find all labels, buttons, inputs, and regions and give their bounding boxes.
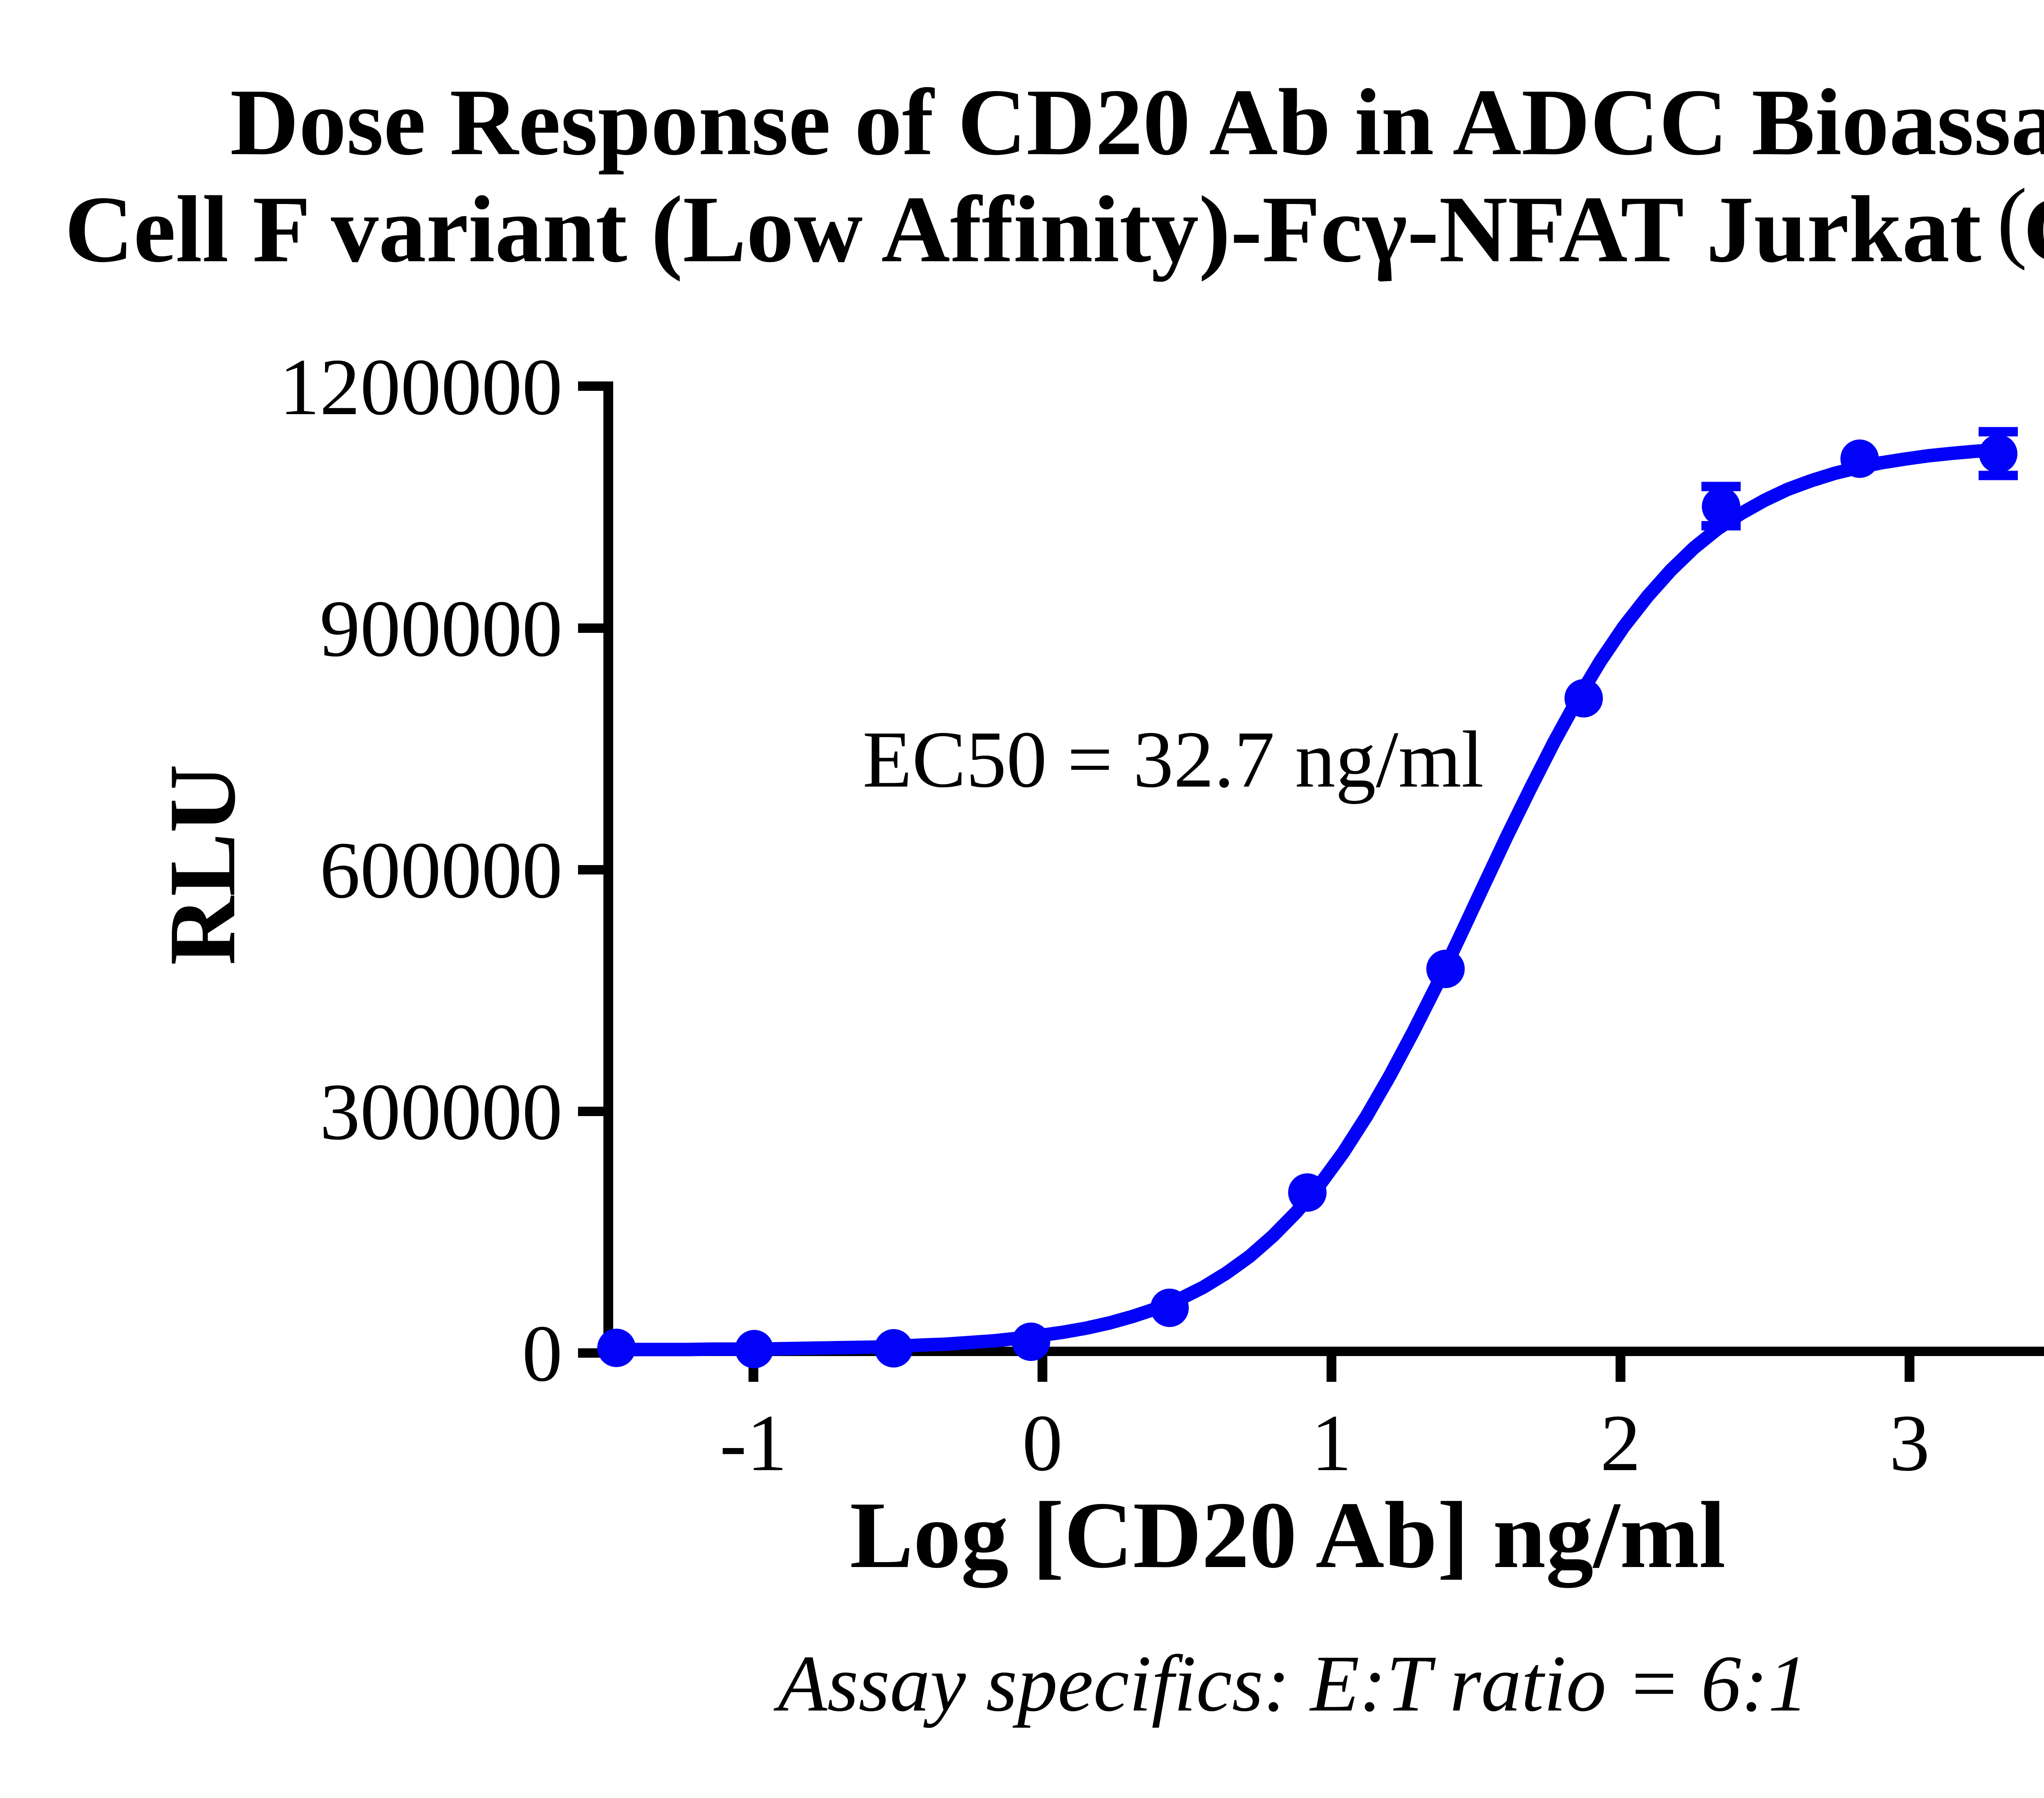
svg-text:RLU: RLU bbox=[150, 764, 255, 965]
svg-text:0: 0 bbox=[522, 1309, 563, 1398]
svg-text:Log [CD20 Ab] ng/ml: Log [CD20 Ab] ng/ml bbox=[850, 1482, 1726, 1588]
svg-text:1: 1 bbox=[1311, 1398, 1352, 1488]
svg-text:3: 3 bbox=[1889, 1398, 1930, 1488]
svg-text:900000: 900000 bbox=[320, 584, 563, 673]
svg-text:2: 2 bbox=[1600, 1398, 1641, 1488]
svg-text:Dose Response of CD20 Ab in AD: Dose Response of CD20 Ab in ADCC Bioassa… bbox=[230, 69, 2044, 175]
svg-text:600000: 600000 bbox=[320, 825, 563, 915]
svg-text:Cell F variant (Low Affinity)-: Cell F variant (Low Affinity)-Fcγ-NFAT J… bbox=[65, 170, 2044, 282]
svg-text:Assay specifics: E:T ratio = 6: Assay specifics: E:T ratio = 6:1 bbox=[773, 1639, 1808, 1728]
svg-text:EC50 = 32.7 ng/ml: EC50 = 32.7 ng/ml bbox=[863, 715, 1484, 804]
svg-text:-1: -1 bbox=[720, 1398, 787, 1488]
svg-text:0: 0 bbox=[1022, 1398, 1063, 1488]
svg-text:300000: 300000 bbox=[320, 1067, 563, 1157]
svg-text:1200000: 1200000 bbox=[279, 342, 563, 432]
